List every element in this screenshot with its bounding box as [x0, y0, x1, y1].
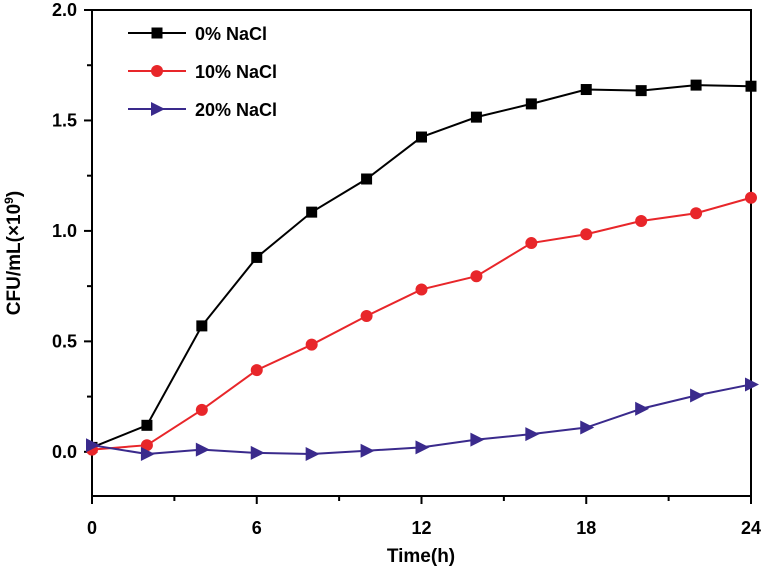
data-point [635, 85, 647, 97]
data-point [745, 191, 757, 204]
data-point [195, 442, 210, 457]
x-tick-label: 24 [741, 518, 761, 538]
data-point [415, 440, 430, 455]
series-line [91, 196, 752, 451]
y-axis-title-main: CFU/mL(×10 [4, 204, 25, 315]
y-tick-label: 0.5 [52, 331, 77, 351]
data-point [195, 403, 208, 416]
data-point [635, 401, 650, 416]
legend-marker [151, 65, 163, 77]
data-point [690, 79, 702, 91]
legend-label: 20% NaCl [195, 100, 277, 120]
data-point [415, 283, 428, 296]
plot-frame [91, 9, 752, 497]
legend-item: 0% NaCl [128, 24, 267, 44]
legend-label: 0% NaCl [195, 24, 267, 44]
data-point [690, 388, 705, 403]
x-tick-label: 0 [87, 518, 97, 538]
legend-marker [151, 102, 165, 116]
y-tick-label: 0.0 [52, 442, 77, 462]
legend-marker [151, 27, 163, 39]
series-1 [86, 191, 757, 456]
series-2 [86, 377, 759, 462]
x-axis-title: Time(h) [387, 546, 455, 567]
y-axis-title-sup: 9 [2, 197, 16, 204]
data-point [580, 228, 593, 241]
x-tick-label: 18 [576, 518, 596, 538]
series-layer [86, 79, 759, 462]
data-point [140, 447, 155, 462]
data-point [690, 207, 703, 220]
data-point [580, 84, 592, 96]
x-tick-label: 6 [252, 518, 262, 538]
axes: 0 6 12 18 24 0.0 0.5 1.0 1.5 2.0 [52, 0, 761, 538]
data-point [745, 80, 757, 92]
data-point [305, 447, 320, 462]
y-tick-label: 2.0 [52, 0, 77, 20]
data-point [361, 173, 373, 185]
data-point [470, 432, 485, 447]
data-point [250, 364, 263, 377]
y-axis-title-close: ) [4, 191, 25, 197]
data-point [745, 377, 759, 392]
data-point [196, 320, 208, 332]
y-axis-title: CFU/mL(×109) [2, 191, 25, 315]
data-point [306, 206, 318, 218]
legend-label: 10% NaCl [195, 62, 277, 82]
data-point [141, 419, 153, 431]
data-point [470, 111, 482, 123]
data-point [140, 439, 153, 452]
data-point [525, 98, 537, 110]
data-point [580, 420, 595, 435]
data-point [305, 338, 318, 351]
data-point [360, 443, 375, 458]
data-point [360, 309, 373, 322]
data-point [470, 270, 483, 283]
legend: 0% NaCl 10% NaCl 20% NaCl [128, 24, 277, 120]
x-tick-label: 12 [411, 518, 431, 538]
data-point [525, 237, 538, 250]
data-point [250, 445, 265, 460]
data-point [416, 131, 427, 143]
data-point [251, 251, 263, 263]
data-point [86, 438, 100, 453]
series-0 [86, 79, 757, 453]
legend-item: 20% NaCl [128, 100, 277, 120]
y-tick-label: 1.5 [52, 110, 77, 130]
data-point [635, 214, 648, 227]
data-point [525, 427, 540, 442]
y-tick-label: 1.0 [52, 221, 77, 241]
legend-item: 10% NaCl [128, 62, 277, 82]
